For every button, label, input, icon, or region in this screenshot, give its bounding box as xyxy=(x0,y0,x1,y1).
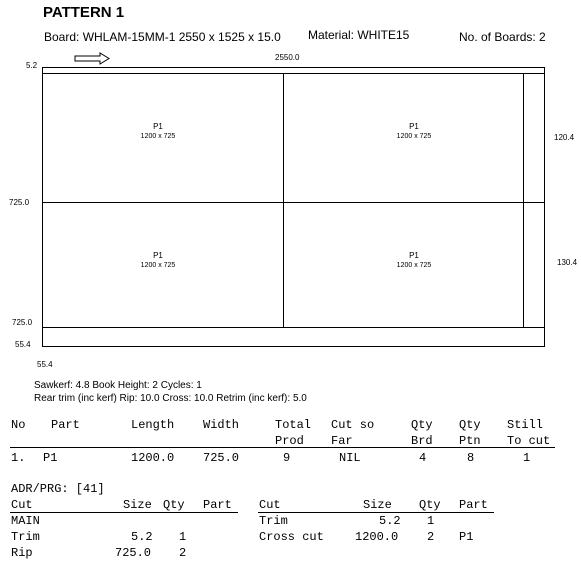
pattern-title: PATTERN 1 xyxy=(43,4,125,21)
settings-line-2: Rear trim (inc kerf) Rip: 10.0 Cross: 10… xyxy=(34,393,307,404)
cutting-diagram xyxy=(42,52,545,347)
cut-row-label: Trim xyxy=(259,514,288,528)
settings-line-1: Sawkerf: 4.8 Book Height: 2 Cycles: 1 xyxy=(34,380,202,391)
right-offcut-top-label: 120.4 xyxy=(554,133,575,142)
row-part: P1 xyxy=(43,451,58,465)
row-total-prod: 9 xyxy=(283,451,291,465)
cut-row-qty: 1 xyxy=(179,530,187,544)
cut-row-part: P1 xyxy=(459,530,474,544)
cut-header: Cut xyxy=(259,498,281,512)
piece-label: P1 1200 x 725 xyxy=(384,122,444,142)
piece-name: P1 xyxy=(153,122,163,131)
piece-size: 1200 x 725 xyxy=(140,133,176,140)
top-trim-label: 5.2 xyxy=(26,61,38,70)
cut-row-qty: 1 xyxy=(427,514,435,528)
right-offcut-bottom-label: 130.4 xyxy=(557,258,578,267)
piece-size: 1200 x 725 xyxy=(396,133,432,140)
piece-size: 1200 x 725 xyxy=(396,262,432,269)
piece-label: P1 1200 x 725 xyxy=(384,251,444,271)
col-header-no: No xyxy=(11,418,26,432)
col-header-width: Width xyxy=(203,418,240,432)
piece-size: 1200 x 725 xyxy=(140,262,176,269)
cut-list-right-divider xyxy=(258,512,494,513)
col-header-prod: Prod xyxy=(275,434,304,448)
row-width: 725.0 xyxy=(203,451,240,465)
board-info: Board: WHLAM-15MM-1 2550 x 1525 x 15.0 xyxy=(44,30,281,44)
piece-label: P1 1200 x 725 xyxy=(128,251,188,271)
boards-count: No. of Boards: 2 xyxy=(459,30,546,44)
table-header-divider xyxy=(10,447,555,448)
adr-prg-label: ADR/PRG: [41] xyxy=(11,482,105,496)
cut-row-qty: 2 xyxy=(427,530,435,544)
cut-row-size: 1200.0 xyxy=(355,530,399,544)
row-qty-brd: 4 xyxy=(419,451,427,465)
cut-row-size: 725.0 xyxy=(115,546,152,560)
col-header-cut-so: Cut so xyxy=(331,418,375,432)
row-still-to-cut: 1 xyxy=(523,451,531,465)
cut-header: Cut xyxy=(11,498,33,512)
row-cut-so-far: NIL xyxy=(339,451,361,465)
qty-header: Qty xyxy=(163,498,185,512)
material-info: Material: WHITE15 xyxy=(308,28,410,42)
cut-row-label: Trim xyxy=(11,530,40,544)
cut-row-size: 5.2 xyxy=(131,530,153,544)
col-header-total: Total xyxy=(275,418,312,432)
piece-name: P1 xyxy=(409,251,419,260)
col-header-brd: Brd xyxy=(411,434,433,448)
piece-name: P1 xyxy=(409,122,419,131)
direction-arrow-icon xyxy=(74,52,110,65)
cut-row-label: Rip xyxy=(11,546,33,560)
col-header-qty-ptn: Qty xyxy=(459,418,481,432)
col-header-far: Far xyxy=(331,434,353,448)
row-length: 1200.0 xyxy=(131,451,175,465)
rip-position-label: 725.0 xyxy=(9,198,30,207)
part-header: Part xyxy=(203,498,232,512)
size-header: Size xyxy=(123,498,152,512)
piece-name: P1 xyxy=(153,251,163,260)
bottom-offcut-label: 55.4 xyxy=(15,340,31,349)
col-header-still: Still xyxy=(507,418,544,432)
row-qty-ptn: 8 xyxy=(467,451,475,465)
col-header-qty-brd: Qty xyxy=(411,418,433,432)
cut-list-left-divider xyxy=(10,512,238,513)
col-header-length: Length xyxy=(131,418,175,432)
second-rip-label: 725.0 xyxy=(12,318,33,327)
cut-row-size: 5.2 xyxy=(379,514,401,528)
part-header: Part xyxy=(459,498,488,512)
qty-header: Qty xyxy=(419,498,441,512)
col-header-part: Part xyxy=(51,418,80,432)
cut-row-label: MAIN xyxy=(11,514,40,528)
row-no: 1. xyxy=(11,451,26,465)
bottom-edge-label: 55.4 xyxy=(37,360,53,369)
board-outline xyxy=(42,67,545,347)
board-length-label: 2550.0 xyxy=(275,53,300,62)
col-header-ptn: Ptn xyxy=(459,434,481,448)
col-header-to-cut: To cut xyxy=(507,434,551,448)
piece-label: P1 1200 x 725 xyxy=(128,122,188,142)
size-header: Size xyxy=(363,498,392,512)
cut-row-label: Cross cut xyxy=(259,530,324,544)
cut-row-qty: 2 xyxy=(179,546,187,560)
